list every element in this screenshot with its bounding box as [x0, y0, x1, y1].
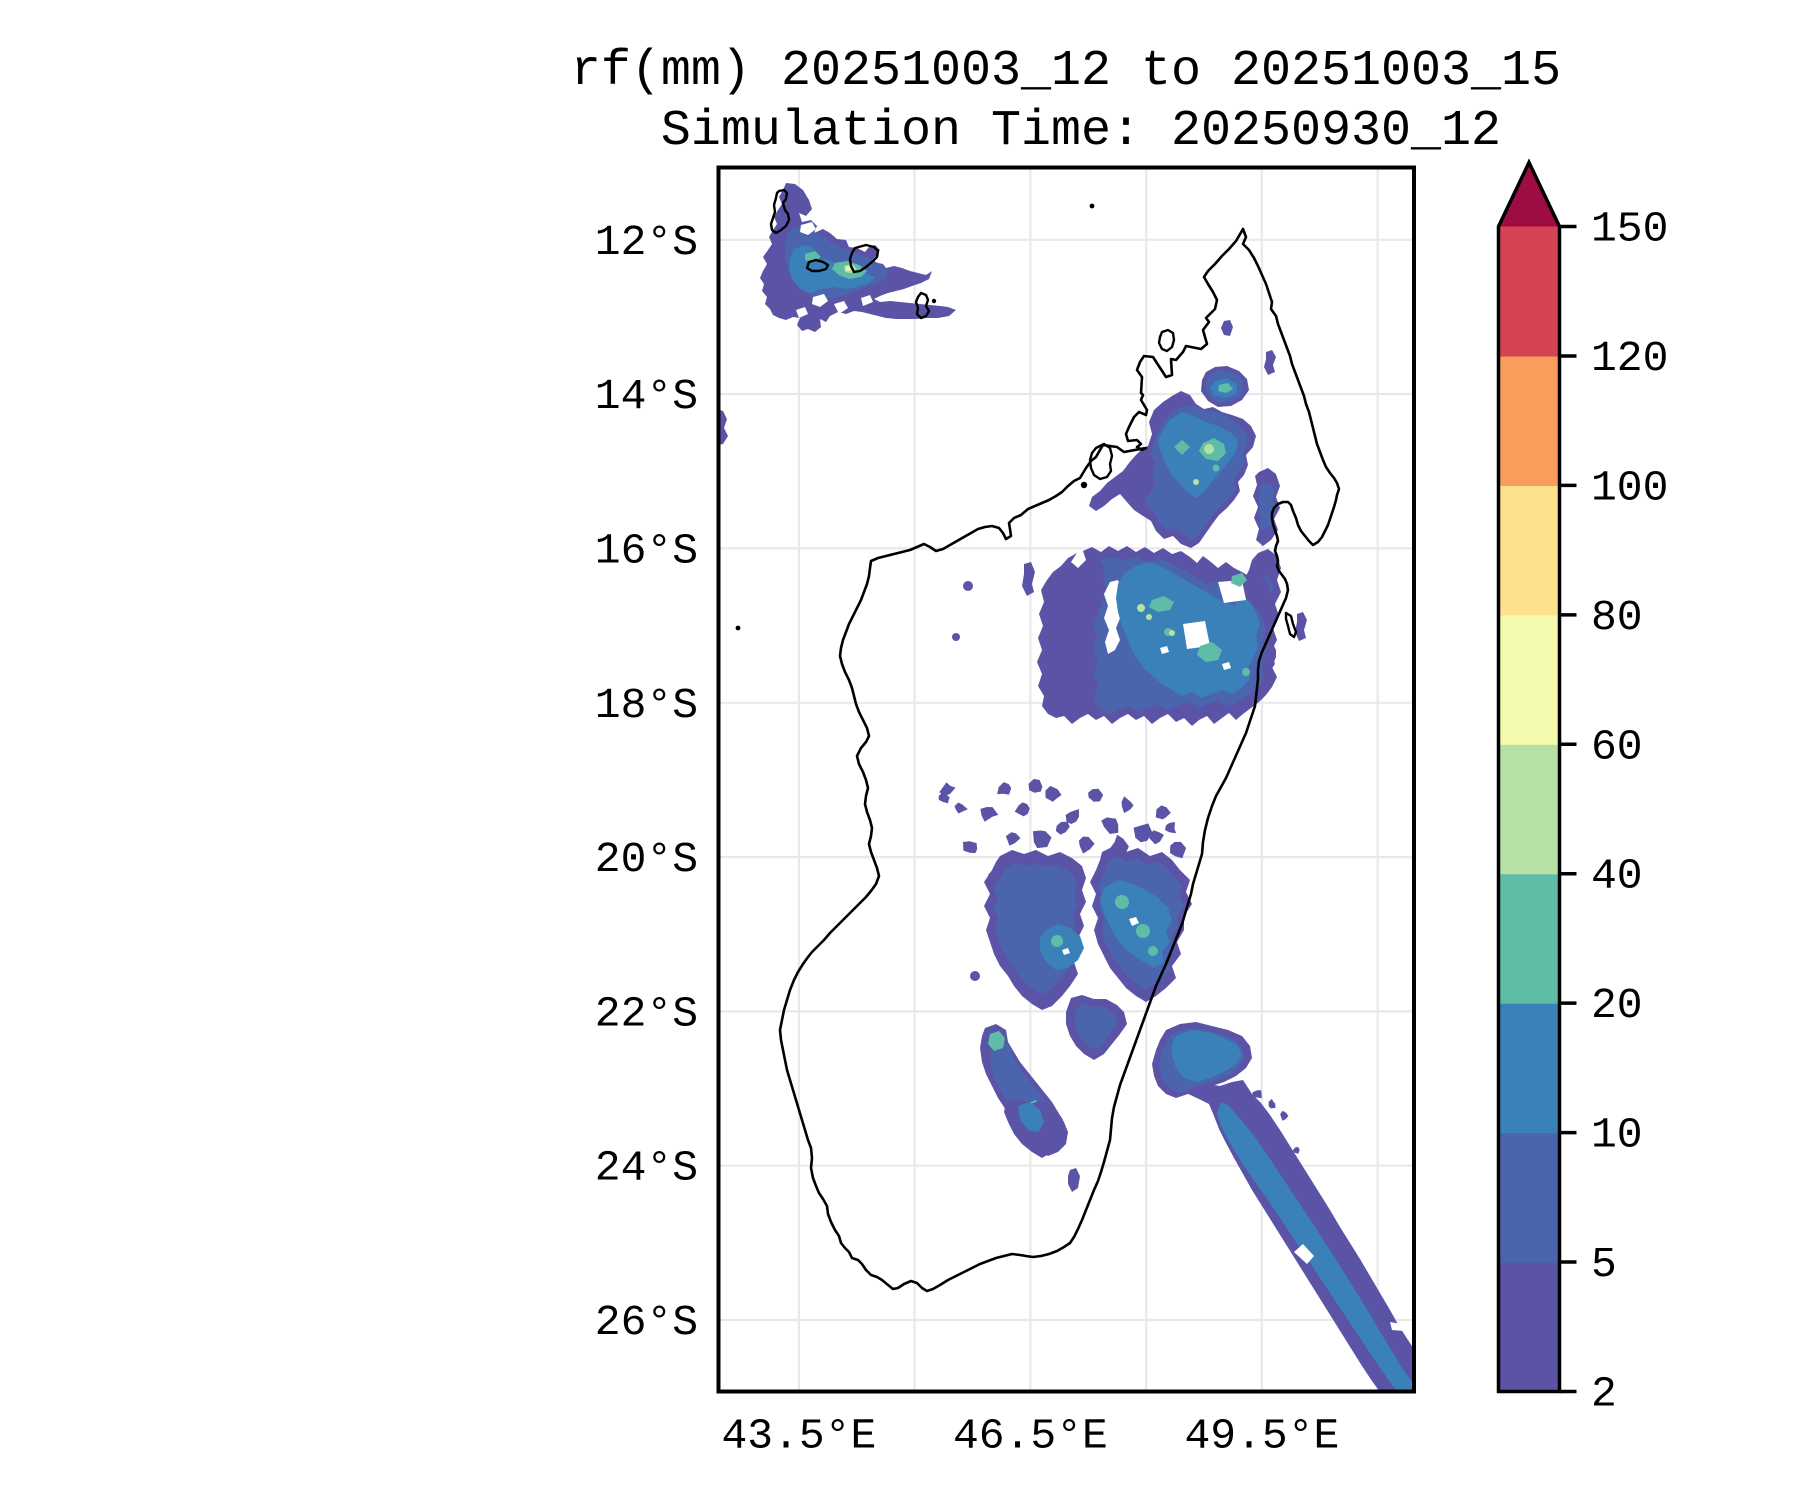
svg-text:49.5°E: 49.5°E: [1184, 1412, 1339, 1461]
svg-text:100: 100: [1591, 463, 1668, 512]
svg-text:24°S: 24°S: [595, 1144, 698, 1193]
svg-text:26°S: 26°S: [595, 1298, 698, 1347]
svg-text:10: 10: [1591, 1111, 1643, 1160]
svg-text:14°S: 14°S: [595, 372, 698, 421]
svg-text:20: 20: [1591, 981, 1643, 1030]
svg-text:150: 150: [1591, 205, 1668, 254]
svg-text:rf(mm) 20251003_12 to 20251003: rf(mm) 20251003_12 to 20251003_15: [571, 43, 1561, 100]
svg-text:60: 60: [1591, 722, 1643, 771]
svg-text:18°S: 18°S: [595, 681, 698, 730]
svg-text:2: 2: [1591, 1370, 1617, 1419]
svg-text:80: 80: [1591, 593, 1643, 642]
svg-text:40: 40: [1591, 852, 1643, 901]
svg-text:20°S: 20°S: [595, 835, 698, 884]
svg-text:16°S: 16°S: [595, 526, 698, 575]
svg-text:43.5°E: 43.5°E: [721, 1412, 876, 1461]
svg-text:22°S: 22°S: [595, 989, 698, 1038]
svg-text:46.5°E: 46.5°E: [953, 1412, 1108, 1461]
svg-text:12°S: 12°S: [595, 218, 698, 267]
svg-text:120: 120: [1591, 334, 1668, 383]
svg-text:5: 5: [1591, 1240, 1617, 1289]
svg-text:Simulation Time: 20250930_12: Simulation Time: 20250930_12: [661, 103, 1501, 160]
